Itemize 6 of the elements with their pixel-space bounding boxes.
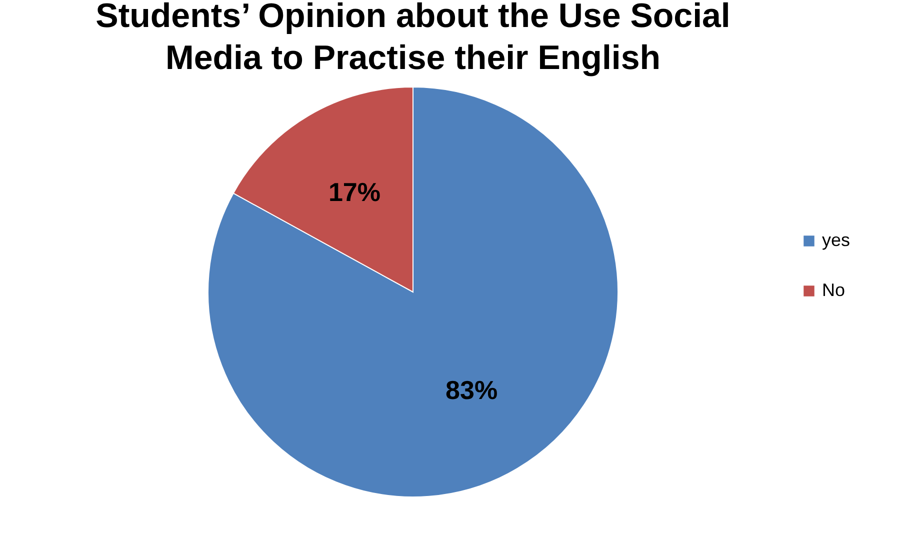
pie-slice: [208, 86, 618, 498]
legend-label: No: [822, 280, 846, 300]
chart-title: Students’ Opinion about the Use Social Media to Practise their English: [96, 0, 730, 77]
data-label: 83%: [446, 374, 498, 405]
data-label: 17%: [328, 177, 380, 208]
legend-label: yes: [822, 230, 850, 250]
